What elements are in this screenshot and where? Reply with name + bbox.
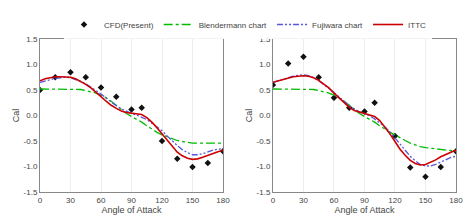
svg-text:Angle of Attack: Angle of Attack <box>101 205 162 215</box>
svg-text:1.0: 1.0 <box>259 60 271 69</box>
svg-text:60: 60 <box>97 196 106 205</box>
svg-text:Angle of Attack: Angle of Attack <box>334 205 395 215</box>
svg-text:60: 60 <box>330 196 339 205</box>
svg-text:Blendermann chart: Blendermann chart <box>199 21 267 30</box>
svg-text:ITTC: ITTC <box>408 21 426 30</box>
svg-text:150: 150 <box>186 196 200 205</box>
svg-text:1.0: 1.0 <box>26 60 38 69</box>
svg-text:30: 30 <box>299 196 308 205</box>
svg-text:-0.5: -0.5 <box>24 137 38 146</box>
svg-text:1.5: 1.5 <box>259 34 271 44</box>
svg-text:90: 90 <box>360 196 369 205</box>
svg-text:0: 0 <box>38 196 43 205</box>
svg-text:180: 180 <box>449 196 463 205</box>
svg-text:Fujiwara chart: Fujiwara chart <box>312 21 363 30</box>
svg-text:120: 120 <box>388 196 402 205</box>
svg-text:-0.5: -0.5 <box>257 137 271 146</box>
svg-text:-1.5: -1.5 <box>24 188 38 197</box>
svg-text:120: 120 <box>155 196 169 205</box>
svg-text:90: 90 <box>127 196 136 205</box>
svg-text:0.0: 0.0 <box>26 111 38 120</box>
svg-text:180: 180 <box>216 196 230 205</box>
svg-text:-1.5: -1.5 <box>257 188 271 197</box>
svg-text:0: 0 <box>271 196 276 205</box>
svg-text:0.5: 0.5 <box>259 86 271 95</box>
svg-text:0.0: 0.0 <box>259 111 271 120</box>
svg-text:-1.0: -1.0 <box>24 162 38 171</box>
svg-text:Cal: Cal <box>11 109 21 123</box>
svg-text:Cal: Cal <box>244 109 254 123</box>
svg-text:30: 30 <box>66 196 75 205</box>
svg-text:-1.0: -1.0 <box>257 162 271 171</box>
svg-text:1.5: 1.5 <box>26 35 38 44</box>
svg-text:0.5: 0.5 <box>26 86 38 95</box>
svg-text:150: 150 <box>419 196 433 205</box>
svg-text:CFD(Present): CFD(Present) <box>104 21 154 30</box>
